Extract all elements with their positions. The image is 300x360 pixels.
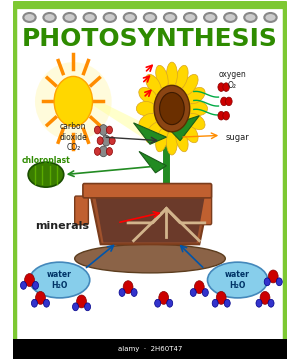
Ellipse shape	[29, 262, 90, 298]
Ellipse shape	[156, 128, 168, 152]
Circle shape	[268, 270, 278, 283]
Circle shape	[218, 83, 224, 91]
Ellipse shape	[167, 62, 177, 87]
Polygon shape	[134, 123, 166, 144]
Circle shape	[154, 85, 190, 132]
Ellipse shape	[136, 102, 155, 116]
Ellipse shape	[75, 244, 225, 273]
Circle shape	[109, 137, 115, 145]
FancyBboxPatch shape	[75, 196, 88, 225]
Circle shape	[256, 299, 262, 307]
Circle shape	[99, 146, 108, 157]
Circle shape	[221, 97, 227, 106]
Circle shape	[223, 111, 230, 120]
Ellipse shape	[224, 13, 236, 22]
Circle shape	[260, 292, 270, 304]
Text: PHOTOSYNTHESIS: PHOTOSYNTHESIS	[22, 27, 278, 51]
Circle shape	[216, 292, 226, 304]
Text: sugar: sugar	[226, 132, 250, 141]
Ellipse shape	[146, 122, 161, 143]
Circle shape	[155, 299, 161, 307]
Circle shape	[218, 111, 224, 120]
Ellipse shape	[84, 13, 96, 22]
Ellipse shape	[176, 65, 188, 89]
Circle shape	[264, 278, 270, 286]
Ellipse shape	[184, 13, 196, 22]
Circle shape	[131, 289, 137, 296]
Circle shape	[99, 125, 108, 135]
Text: minerals: minerals	[35, 221, 89, 231]
Circle shape	[44, 299, 50, 307]
Ellipse shape	[182, 122, 198, 143]
Circle shape	[32, 282, 38, 289]
Polygon shape	[92, 98, 172, 152]
Ellipse shape	[164, 13, 176, 22]
Text: oxygen
O₂: oxygen O₂	[218, 70, 246, 90]
Ellipse shape	[104, 13, 116, 22]
Circle shape	[94, 148, 100, 156]
Circle shape	[276, 278, 282, 286]
Circle shape	[202, 289, 208, 296]
Circle shape	[167, 299, 173, 307]
Circle shape	[223, 83, 230, 91]
Ellipse shape	[139, 113, 157, 130]
Ellipse shape	[23, 13, 36, 22]
Text: chloroplast: chloroplast	[22, 156, 70, 165]
Polygon shape	[90, 191, 210, 244]
Ellipse shape	[188, 102, 208, 116]
Ellipse shape	[64, 13, 76, 22]
Circle shape	[25, 274, 34, 287]
Ellipse shape	[204, 13, 216, 22]
Text: water
H₂O: water H₂O	[47, 270, 72, 290]
Text: alamy  ·  2H60T47: alamy · 2H60T47	[118, 346, 182, 352]
Polygon shape	[139, 152, 166, 173]
Text: carbon
dioxide
CO₂: carbon dioxide CO₂	[59, 122, 87, 152]
FancyBboxPatch shape	[13, 5, 287, 359]
Circle shape	[20, 282, 26, 289]
Ellipse shape	[146, 75, 161, 95]
Bar	[13, 339, 287, 359]
Circle shape	[94, 126, 100, 134]
Ellipse shape	[44, 13, 56, 22]
Ellipse shape	[187, 87, 205, 104]
Circle shape	[85, 303, 91, 311]
Ellipse shape	[208, 262, 268, 298]
FancyBboxPatch shape	[198, 196, 211, 225]
Circle shape	[224, 299, 230, 307]
Circle shape	[32, 299, 38, 307]
Circle shape	[54, 76, 92, 126]
Polygon shape	[167, 116, 199, 141]
Circle shape	[97, 137, 103, 145]
Ellipse shape	[35, 62, 112, 141]
Ellipse shape	[28, 162, 64, 187]
Ellipse shape	[124, 13, 136, 22]
Circle shape	[190, 289, 196, 296]
Circle shape	[268, 299, 274, 307]
Polygon shape	[95, 196, 205, 243]
Ellipse shape	[264, 13, 277, 22]
Ellipse shape	[144, 13, 156, 22]
Ellipse shape	[187, 113, 205, 130]
Ellipse shape	[156, 65, 168, 89]
Circle shape	[102, 135, 110, 146]
Ellipse shape	[182, 75, 198, 95]
Circle shape	[159, 292, 169, 304]
Text: water
H₂O: water H₂O	[225, 270, 250, 290]
Circle shape	[212, 299, 218, 307]
FancyBboxPatch shape	[83, 184, 212, 198]
Ellipse shape	[167, 130, 177, 155]
Circle shape	[76, 295, 86, 308]
Circle shape	[123, 281, 133, 294]
Circle shape	[106, 126, 112, 134]
Circle shape	[35, 292, 45, 304]
Ellipse shape	[176, 128, 188, 152]
Circle shape	[160, 93, 184, 125]
Circle shape	[119, 289, 125, 296]
Circle shape	[106, 148, 112, 156]
Circle shape	[73, 303, 79, 311]
Ellipse shape	[139, 87, 157, 104]
Circle shape	[194, 281, 204, 294]
Circle shape	[226, 97, 232, 106]
Ellipse shape	[244, 13, 256, 22]
